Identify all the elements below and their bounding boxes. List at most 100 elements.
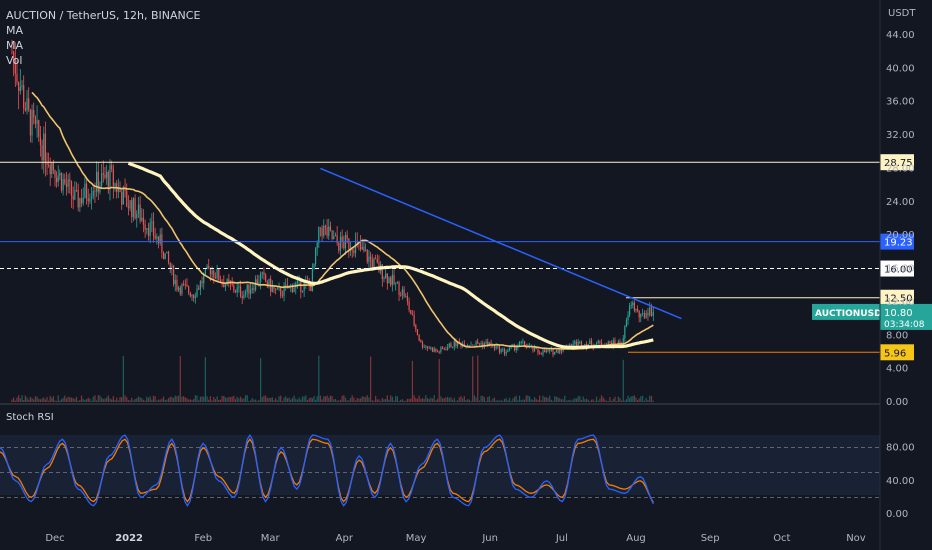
candle-body <box>570 344 573 346</box>
candle-body <box>515 347 517 351</box>
volume-bar <box>542 395 544 402</box>
candle-body <box>575 341 578 347</box>
candle-body <box>107 171 109 189</box>
candle-body <box>51 163 53 175</box>
candle-body <box>251 288 253 290</box>
volume-bar <box>597 400 599 402</box>
y-tick-label: 12.00 <box>886 297 915 308</box>
trendline-layer[interactable] <box>320 167 682 320</box>
price-level-tag <box>880 260 914 277</box>
volume-bar <box>552 400 554 402</box>
candle-body <box>503 349 506 354</box>
volume-bar <box>633 395 636 402</box>
candle-body <box>241 296 243 298</box>
volume-bar <box>211 400 213 402</box>
volume-bar <box>349 398 352 402</box>
volume-bar <box>585 398 588 402</box>
volume-bar <box>431 398 434 402</box>
horizontal-levels[interactable]: 28.75 19.23 16.00 12.50 5.96 AUCTIONUSDT10.80… <box>0 154 932 361</box>
candle-body <box>315 248 317 265</box>
candle-body <box>131 200 133 218</box>
candle-body <box>198 288 200 290</box>
volume-bar <box>550 399 552 402</box>
volume-bar <box>530 399 532 402</box>
volume-bar <box>194 395 196 402</box>
candle-body <box>99 185 101 193</box>
volume-bar <box>385 398 387 402</box>
stoch-rsi-title[interactable]: Stoch RSI <box>6 412 54 423</box>
volume-bar <box>638 398 640 402</box>
volume-bar <box>41 398 43 402</box>
y-tick-label: 16.00 <box>886 264 915 275</box>
volume-bar <box>111 399 113 402</box>
volume-bar <box>341 396 343 402</box>
volume-bar <box>607 400 609 402</box>
volume-bar <box>87 397 89 402</box>
candle-body <box>544 350 546 353</box>
candle-body <box>341 236 343 242</box>
x-tick-label: Jul <box>555 533 568 544</box>
candle-body <box>497 345 499 347</box>
volume-bar <box>82 398 84 402</box>
candle-body <box>211 270 213 275</box>
volume-bar <box>84 400 86 402</box>
volume-bar <box>415 397 417 402</box>
volume-bar <box>109 398 111 402</box>
volume-bar <box>378 399 380 402</box>
candle-body <box>440 347 442 353</box>
volume-bar <box>258 399 260 402</box>
candle-body <box>293 287 295 293</box>
candle-body <box>104 174 106 178</box>
candle-body <box>124 187 126 191</box>
volume-bar <box>636 400 639 402</box>
volume-bar <box>505 398 507 402</box>
volume-bar <box>512 398 514 402</box>
candle-body <box>522 341 524 343</box>
volume-indicator[interactable]: Vol <box>6 54 23 67</box>
candle-body <box>137 204 140 214</box>
volume-bar <box>301 396 304 402</box>
volume-bar <box>67 396 69 402</box>
ma-indicator-2[interactable]: MA <box>6 39 24 52</box>
volume-bar <box>291 397 294 402</box>
candle-body <box>261 272 263 274</box>
volume-bar <box>643 400 645 402</box>
candle-body <box>560 350 563 352</box>
symbol-title[interactable]: AUCTION / TetherUS, 12h, BINANCE <box>6 9 201 22</box>
price-level-tag <box>880 289 914 306</box>
volume-bar <box>468 399 470 402</box>
candle-body <box>453 340 455 347</box>
volume-bar <box>249 400 252 402</box>
volume-bar <box>562 399 564 402</box>
candle-body <box>579 341 581 343</box>
ma-indicator-1[interactable]: MA <box>6 24 24 37</box>
candle-body <box>488 342 491 346</box>
volume-bar <box>124 395 126 402</box>
volume-bar <box>305 395 307 402</box>
volume-bar <box>281 400 283 402</box>
volume-bar <box>219 399 222 402</box>
volume-bar <box>23 400 25 402</box>
volume-bar <box>435 400 437 402</box>
candle-body <box>75 190 78 191</box>
candle-body <box>600 342 603 346</box>
candle-body <box>319 227 321 229</box>
candle-body <box>354 241 357 253</box>
candle-body <box>258 281 260 284</box>
candle-body <box>534 347 536 351</box>
candle-body <box>206 266 208 269</box>
volume-bar <box>629 397 631 402</box>
candle-body <box>34 117 36 124</box>
candle-body <box>508 347 511 351</box>
x-tick-label: Jun <box>481 533 498 544</box>
candle-body <box>199 281 201 290</box>
price-level-label: 19.23 <box>884 238 913 249</box>
candle-body <box>280 287 282 296</box>
volume-bar <box>445 397 447 402</box>
candle-body <box>448 343 450 348</box>
symbol-tag-label: AUCTIONUSDT <box>815 309 889 319</box>
candle-body <box>413 314 415 326</box>
x-tick-label: Oct <box>773 533 790 544</box>
candle-body <box>311 269 314 292</box>
